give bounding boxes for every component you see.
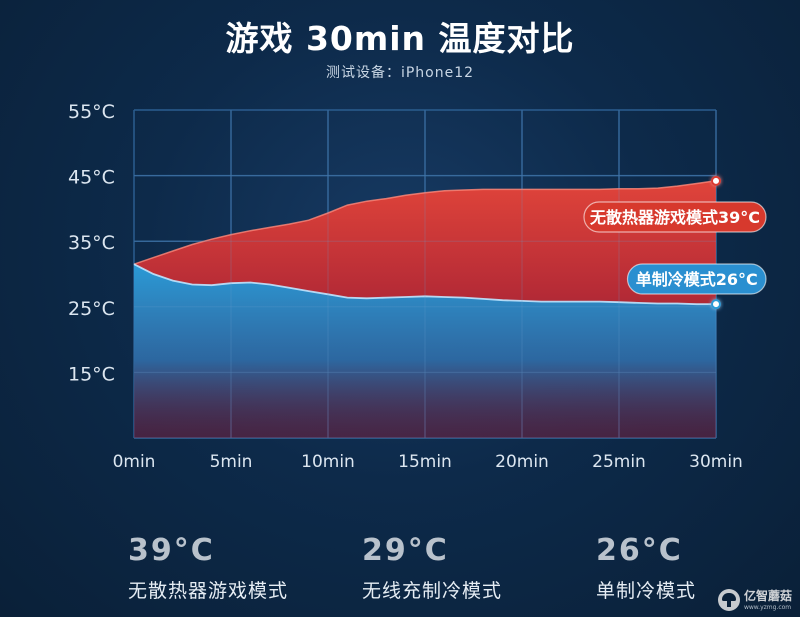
x-tick-label: 10min — [301, 452, 355, 472]
stat-wireless-charge-cooling: 29°C 无线充制冷模式 — [362, 533, 502, 603]
chart-series-labels: 无散热器游戏模式39°C 单制冷模式26°C — [583, 201, 767, 295]
mushroom-logo-icon — [717, 589, 740, 611]
x-tick-label: 5min — [210, 452, 253, 472]
chart-ticks: 55°C 45°C 35°C 25°C 15°C 0min 5min 10min 15min 20… — [68, 101, 743, 472]
series-area-cooling — [134, 264, 716, 438]
x-tick-label: 25min — [592, 452, 646, 472]
y-tick-label: 25°C — [68, 298, 115, 320]
y-tick-label: 55°C — [68, 101, 115, 123]
watermark-url: www.yzmg.com — [743, 603, 792, 611]
endpoint-cooling — [711, 299, 721, 310]
chart-title: 游戏 30min 温度对比 — [225, 19, 575, 58]
x-tick-label: 20min — [495, 452, 549, 472]
x-tick-label: 30min — [689, 452, 743, 472]
stat-label: 单制冷模式 — [596, 580, 697, 602]
stat-value: 26°C — [596, 533, 683, 568]
series-line-no-cooler — [133, 180, 717, 265]
series-label-no-cooler: 无散热器游戏模式39°C — [583, 201, 767, 233]
stat-label: 无线充制冷模式 — [362, 580, 503, 602]
y-tick-label: 35°C — [68, 232, 115, 254]
chart-points — [711, 175, 721, 310]
series-label-no-cooler-background — [583, 201, 767, 233]
stat-value: 29°C — [362, 533, 449, 568]
series-label-cooling-background — [626, 263, 767, 295]
chart-areas — [133, 180, 717, 439]
stat-label: 无散热器游戏模式 — [128, 580, 289, 602]
stat-value: 39°C — [128, 533, 215, 568]
series-label-cooling-text: 单制冷模式26°C — [636, 270, 758, 289]
stat-no-cooler: 39°C 无散热器游戏模式 — [128, 533, 288, 603]
series-label-no-cooler-text: 无散热器游戏模式39°C — [589, 208, 760, 227]
y-tick-label: 15°C — [68, 363, 115, 385]
stat-cooling-only: 26°C 单制冷模式 — [596, 533, 696, 603]
series-line-cooling — [133, 263, 716, 306]
x-tick-label: 0min — [113, 452, 156, 472]
chart-subtitle: 测试设备：iPhone12 — [325, 65, 475, 81]
watermark: 亿智蘑菇 www.yzmg.com — [717, 588, 792, 611]
endpoint-no-cooler — [711, 175, 721, 186]
watermark-name: 亿智蘑菇 — [743, 588, 792, 603]
x-tick-label: 15min — [398, 452, 452, 472]
series-label-cooling: 单制冷模式26°C — [626, 263, 767, 295]
y-tick-label: 45°C — [68, 167, 115, 189]
